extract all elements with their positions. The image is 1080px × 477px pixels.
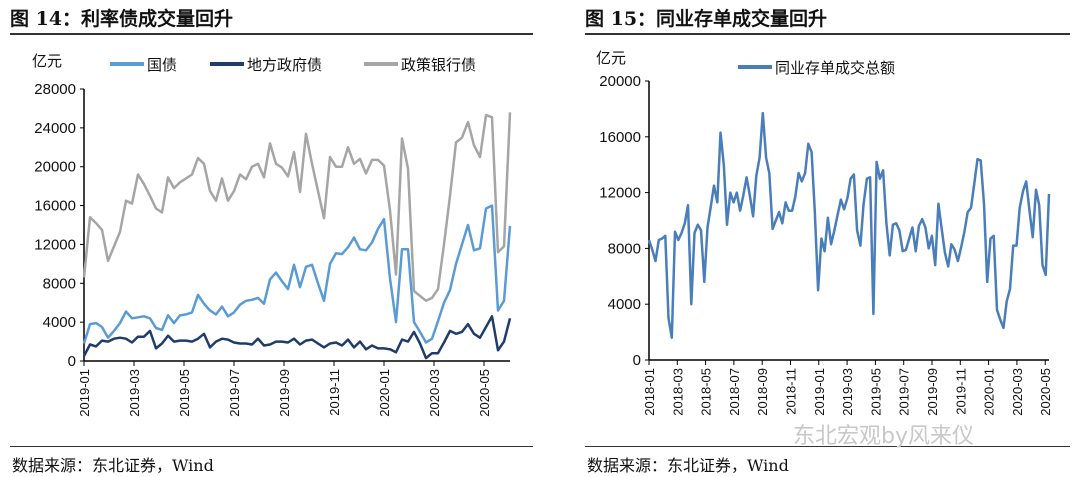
x-tick-label: 2019-01 bbox=[77, 369, 92, 417]
series-line-1 bbox=[647, 111, 1051, 339]
figure-14-title: 图 14：利率债成交量回升 bbox=[10, 8, 234, 30]
x-tick-label: 2018-07 bbox=[727, 368, 742, 416]
watermark: 东北宏观by风来仪 bbox=[793, 424, 974, 449]
title-divider bbox=[10, 33, 533, 35]
x-tick-label: 2019-11 bbox=[327, 369, 342, 416]
y-tick-label: 4000 bbox=[43, 314, 76, 331]
legend-label: 国债 bbox=[147, 57, 177, 74]
x-tick-label: 2018-11 bbox=[784, 368, 799, 415]
x-tick-label: 2019-07 bbox=[227, 369, 242, 417]
source-divider bbox=[10, 446, 533, 447]
title-divider bbox=[585, 33, 1070, 35]
x-tick-label: 2020-01 bbox=[377, 369, 392, 417]
x-tick-label: 2019-11 bbox=[953, 368, 968, 415]
x-tick-label: 2019-05 bbox=[177, 369, 192, 417]
y-tick-label: 20000 bbox=[34, 159, 76, 176]
x-tick-label: 2020-05 bbox=[477, 369, 492, 417]
y-tick-label: 8000 bbox=[608, 240, 641, 257]
x-tick-label: 2019-03 bbox=[127, 369, 142, 417]
x-tick-label: 2019-05 bbox=[868, 368, 883, 416]
x-tick-label: 2019-09 bbox=[277, 369, 292, 417]
source-divider bbox=[585, 446, 1070, 447]
y-tick-label: 8000 bbox=[43, 275, 76, 292]
y-tick-label: 0 bbox=[633, 352, 641, 369]
figure-15-source: 数据来源：东北证券，Wind bbox=[587, 456, 789, 475]
figure-14-source: 数据来源：东北证券，Wind bbox=[12, 456, 214, 475]
y-axis-unit: 亿元 bbox=[596, 50, 626, 67]
x-tick-label: 2019-09 bbox=[925, 368, 940, 416]
y-tick-label: 16000 bbox=[34, 198, 76, 215]
legend-label: 政策银行债 bbox=[401, 57, 476, 74]
y-axis-unit: 亿元 bbox=[32, 53, 62, 70]
x-tick-label: 2020-01 bbox=[982, 368, 997, 416]
x-tick-label: 2018-05 bbox=[699, 368, 714, 416]
series-line-2 bbox=[82, 315, 512, 360]
legend-label: 同业存单成交总额 bbox=[775, 59, 895, 77]
y-tick-label: 28000 bbox=[34, 81, 76, 98]
legend-label: 地方政府债 bbox=[247, 57, 322, 74]
figure-15-title: 图 15：同业存单成交量回升 bbox=[585, 8, 828, 30]
x-tick-label: 2020-05 bbox=[1038, 368, 1053, 416]
x-tick-label: 2018-01 bbox=[642, 368, 657, 416]
y-tick-label: 12000 bbox=[34, 236, 76, 253]
x-tick-label: 2019-03 bbox=[840, 368, 855, 416]
y-tick-label: 20000 bbox=[599, 73, 641, 90]
y-tick-label: 0 bbox=[68, 353, 76, 370]
series-line-3 bbox=[82, 112, 512, 303]
x-tick-label: 2020-03 bbox=[1010, 368, 1025, 416]
x-tick-label: 2018-09 bbox=[755, 368, 770, 416]
y-tick-label: 16000 bbox=[599, 129, 641, 146]
y-tick-label: 12000 bbox=[599, 185, 641, 202]
x-tick-label: 2019-07 bbox=[897, 368, 912, 416]
x-tick-label: 2020-03 bbox=[427, 369, 442, 417]
y-tick-label: 4000 bbox=[608, 296, 641, 313]
series-line-1 bbox=[82, 204, 512, 344]
x-tick-label: 2019-01 bbox=[812, 368, 827, 416]
y-tick-label: 24000 bbox=[34, 120, 76, 137]
x-tick-label: 2018-03 bbox=[670, 368, 685, 416]
